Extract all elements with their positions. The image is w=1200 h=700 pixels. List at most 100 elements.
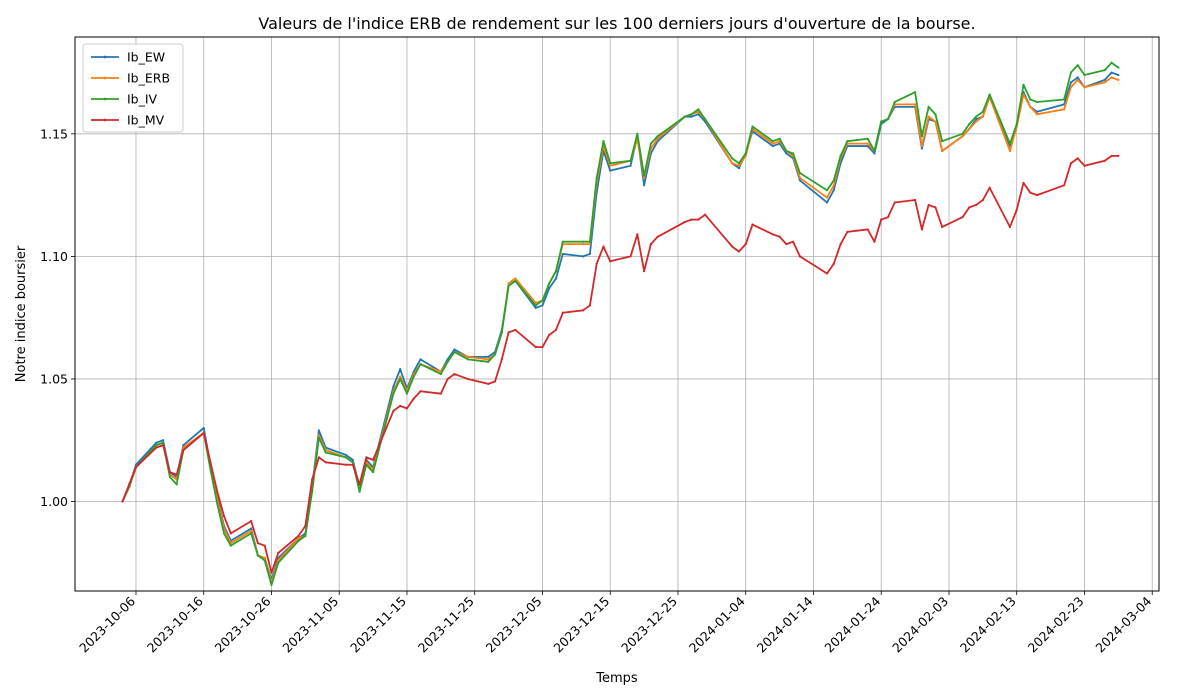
data-point: [419, 358, 422, 361]
data-point: [155, 441, 158, 444]
data-point: [365, 463, 368, 466]
data-point: [1117, 66, 1120, 69]
data-point: [399, 404, 402, 408]
data-point: [453, 372, 456, 376]
data-point: [737, 167, 741, 170]
data-point: [405, 392, 409, 395]
data-point: [1103, 68, 1106, 72]
data-point: [1035, 100, 1039, 104]
data-point: [534, 345, 537, 349]
data-point: [927, 105, 930, 108]
data-point: [825, 201, 829, 204]
legend-box: [82, 43, 184, 133]
data-point: [256, 542, 260, 545]
data-point: [629, 164, 632, 167]
data-point: [771, 140, 774, 143]
data-point: [209, 461, 212, 464]
data-point: [1076, 78, 1079, 81]
data-point: [792, 152, 795, 155]
data-point: [771, 233, 774, 236]
data-point: [785, 149, 788, 153]
data-point: [981, 110, 984, 113]
data-point: [358, 490, 361, 493]
data-point: [866, 137, 869, 140]
data-point: [927, 115, 930, 118]
data-point: [493, 380, 497, 383]
data-point: [643, 176, 646, 180]
data-point: [216, 502, 219, 506]
data-point: [256, 554, 260, 557]
data-point: [493, 353, 497, 356]
data-point: [629, 255, 632, 258]
data-point: [487, 355, 490, 358]
chart-title: Valeurs de l'indice ERB de rendement sur…: [258, 14, 975, 33]
data-point: [365, 456, 368, 459]
data-point: [202, 426, 205, 430]
data-point: [297, 534, 300, 537]
data-point: [1083, 164, 1086, 167]
data-point: [168, 471, 171, 474]
data-point: [751, 125, 754, 128]
data-point: [297, 539, 300, 542]
data-point: [744, 243, 747, 246]
data-point: [737, 162, 741, 165]
data-point: [832, 184, 835, 187]
data-point: [487, 360, 490, 363]
data-point: [968, 127, 971, 131]
data-point: [175, 473, 178, 476]
data-point: [968, 206, 971, 209]
data-point: [771, 142, 774, 145]
data-point: [751, 223, 754, 226]
data-point: [974, 203, 978, 207]
data-point: [344, 463, 348, 466]
data-point: [500, 358, 503, 361]
data-point: [778, 235, 781, 238]
data-point: [886, 216, 890, 219]
grid-lines: [75, 37, 1159, 591]
data-point: [656, 135, 659, 138]
data-point: [439, 392, 442, 395]
data-point: [534, 306, 537, 309]
data-point: [832, 189, 835, 192]
data-point: [873, 149, 876, 153]
data-point: [609, 162, 612, 165]
data-point: [554, 328, 558, 332]
legend: Ib_EW Ib_ERB Ib_IV Ib_MV: [82, 43, 184, 133]
legend-label: Ib_IV: [127, 92, 158, 107]
data-point: [602, 140, 605, 143]
data-point: [507, 284, 510, 287]
data-point: [514, 277, 517, 280]
data-point: [941, 225, 944, 229]
data-point: [914, 103, 917, 106]
data-point: [466, 377, 470, 381]
data-point: [304, 524, 307, 528]
data-point: [161, 441, 165, 444]
data-point: [1103, 159, 1106, 162]
data-point: [134, 466, 138, 469]
data-point: [1029, 98, 1032, 101]
data-point: [1063, 108, 1066, 111]
data-point: [304, 534, 307, 537]
data-point: [351, 458, 354, 461]
data-point: [866, 228, 869, 231]
data-point: [731, 157, 734, 160]
data-point: [466, 358, 470, 361]
data-point: [595, 176, 598, 180]
data-point: [561, 311, 564, 314]
data-point: [1069, 81, 1073, 84]
data-point: [974, 115, 978, 118]
data-point: [941, 140, 944, 143]
data-point: [1029, 105, 1032, 108]
data-point: [880, 120, 883, 123]
data-point: [500, 331, 503, 334]
data-point: [419, 390, 422, 393]
data-point: [981, 198, 984, 202]
data-point: [846, 140, 849, 143]
legend-marker: [103, 118, 107, 122]
data-point: [534, 304, 537, 307]
data-point: [697, 108, 700, 111]
data-point: [161, 444, 165, 447]
data-point: [466, 355, 470, 358]
data-point: [1069, 162, 1073, 165]
